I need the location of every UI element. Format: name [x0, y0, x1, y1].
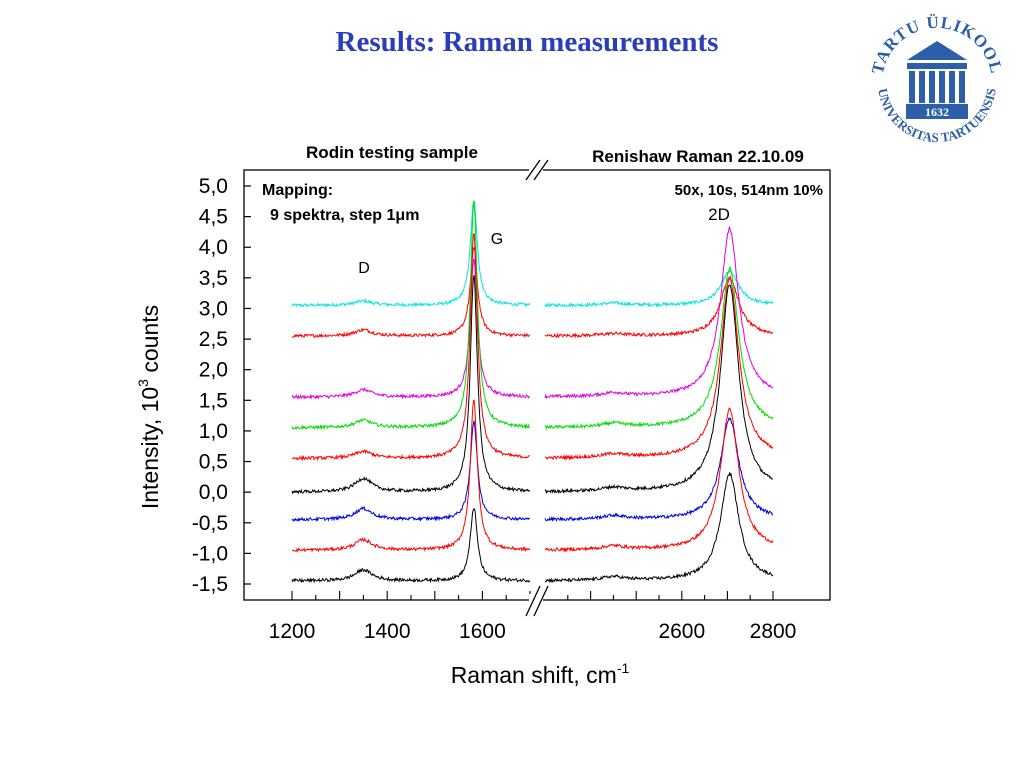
y-tick-label: 0,0	[199, 481, 228, 504]
spectrum-line-8	[291, 399, 774, 554]
x-tick-label: 2600	[658, 620, 705, 643]
y-tick-label: 3,0	[199, 297, 228, 320]
x-tick-label: 1200	[269, 620, 316, 643]
y-tick-label: 4,5	[199, 206, 228, 229]
break-slash-bottom	[533, 585, 549, 617]
axis-ticks: 5,0 4,5 4,0 3,5 3,0 2,5 2,0 1,5 1,0 0,5 0,0 -0,5 -1,…	[192, 175, 797, 643]
x-tick-label: 1600	[459, 620, 506, 643]
y-tick-label: 1,5	[199, 389, 228, 412]
spectrum-line-3	[291, 225, 774, 400]
peak-label-2d: 2D	[708, 205, 730, 224]
spectrum-line-9	[291, 472, 774, 584]
y-tick-label: 1,0	[199, 420, 228, 443]
y-tick-label: 4,0	[199, 236, 228, 259]
spectrum-line-7	[291, 416, 774, 522]
y-tick-label: 0,5	[199, 451, 228, 474]
spectrum-line-4	[291, 200, 774, 431]
axis-break-marks	[525, 159, 549, 617]
spectrum-line-1	[291, 199, 774, 309]
chart-title-left: Rodin testing sample	[306, 143, 478, 162]
spectrum-line-6	[291, 274, 774, 495]
y-tick-label: -0,5	[192, 512, 228, 535]
break-slash-top	[525, 159, 541, 181]
svg-text:1632: 1632	[925, 105, 949, 119]
y-tick-label: 2,5	[199, 328, 228, 351]
x-tick-label: 1400	[364, 620, 411, 643]
break-slash-bottom	[525, 585, 541, 617]
y-tick-label: -1,0	[192, 542, 228, 565]
chart-title-right: Renishaw Raman 22.10.09	[592, 147, 804, 166]
peak-label-d: D	[358, 260, 370, 277]
slide-title: Results: Raman measurements	[335, 26, 719, 58]
y-axis-label: Intensity, 103 counts	[135, 305, 163, 509]
plot-frame	[243, 169, 831, 601]
y-tick-label: 5,0	[199, 175, 228, 198]
x-tick-label: 2800	[750, 620, 797, 643]
x-axis-label: Raman shift, cm-1	[451, 660, 630, 688]
settings-label: 50x, 10s, 514nm 10%	[675, 182, 823, 199]
mapping-label: Mapping:	[262, 182, 333, 199]
spectrum-line-5	[291, 232, 774, 462]
spectrum-line-2	[291, 246, 774, 339]
university-seal-logo: TARTU ÜLIKOOL UNIVERSITAS TARTUENSIS 163…	[868, 13, 1005, 145]
y-tick-label: -1,5	[192, 573, 228, 596]
y-tick-label: 2,0	[199, 359, 228, 382]
y-tick-label: 3,5	[199, 267, 228, 290]
mapping-detail: 9 spektra, step 1μm	[270, 207, 419, 224]
series-group	[291, 199, 774, 584]
break-slash-top	[533, 159, 549, 181]
peak-label-g: G	[491, 231, 503, 248]
